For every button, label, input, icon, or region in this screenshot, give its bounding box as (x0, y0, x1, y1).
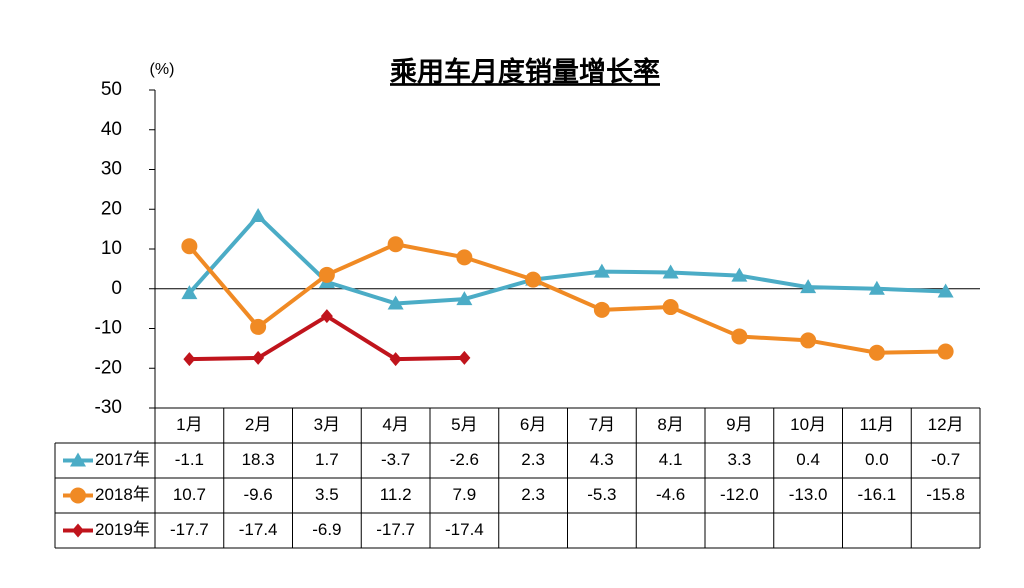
point (389, 352, 402, 367)
table-value: -17.4 (445, 520, 484, 539)
point (937, 283, 954, 298)
series-line (187, 242, 946, 355)
legend-label: 2019年 (95, 520, 150, 539)
table-value: -17.7 (376, 520, 415, 539)
point (181, 238, 198, 255)
y-tick-label: 10 (101, 238, 122, 259)
y-tick-label: 20 (101, 198, 122, 219)
legend-marker (70, 487, 86, 504)
table-value: 3.3 (728, 450, 752, 469)
table-value: -2.6 (450, 450, 479, 469)
y-tick-label: 50 (101, 79, 122, 100)
x-tick-label: 1月 (176, 415, 202, 434)
x-tick-label: 2月 (245, 415, 271, 434)
chart-title: 乘用车月度销量增长率 (389, 56, 660, 87)
table-value: 2.3 (521, 450, 545, 469)
point (181, 285, 198, 300)
table-value: 18.3 (242, 450, 275, 469)
y-tick-label: -20 (95, 357, 122, 378)
point (525, 271, 542, 288)
table-value: 0.0 (865, 450, 889, 469)
table-value: 2.3 (521, 485, 545, 504)
x-tick-label: 6月 (520, 415, 546, 434)
point (731, 267, 748, 282)
point (662, 264, 679, 279)
point (250, 208, 267, 223)
y-tick-label: 30 (101, 159, 122, 180)
table-value: -4.6 (656, 485, 685, 504)
x-tick-label: 5月 (451, 415, 477, 434)
point (937, 343, 954, 360)
table-value: -17.4 (239, 520, 278, 539)
table-value: -12.0 (720, 485, 759, 504)
x-tick-label: 7月 (589, 415, 615, 434)
point (800, 279, 817, 294)
x-tick-label: 4月 (382, 415, 408, 434)
x-tick-label: 9月 (726, 415, 752, 434)
point (456, 291, 473, 306)
point (731, 328, 748, 345)
point (387, 236, 404, 253)
point (868, 280, 885, 295)
x-tick-label: 10月 (790, 415, 826, 434)
y-tick-label: 0 (111, 278, 122, 299)
y-tick-label: 40 (101, 119, 122, 140)
point (183, 352, 196, 367)
point (320, 309, 333, 324)
legend-label: 2017年 (95, 450, 150, 469)
y-tick-label: -30 (95, 397, 122, 418)
y-tick-label: -10 (95, 318, 122, 339)
point (252, 350, 265, 365)
legend-marker (72, 523, 84, 538)
point (456, 249, 473, 266)
table-value: 3.5 (315, 485, 339, 504)
point (387, 295, 404, 310)
table-value: -5.3 (587, 485, 616, 504)
table-value: -0.7 (931, 450, 960, 469)
x-tick-label: 12月 (928, 415, 964, 434)
table-value: 1.7 (315, 450, 339, 469)
table-value: -9.6 (243, 485, 272, 504)
point (800, 332, 817, 349)
x-tick-label: 3月 (314, 415, 340, 434)
table-value: 4.3 (590, 450, 614, 469)
x-tick-label: 8月 (657, 415, 683, 434)
table-value: 0.4 (796, 450, 820, 469)
point (593, 301, 610, 318)
point (593, 263, 610, 278)
series-line (187, 214, 946, 306)
table-value: -15.8 (926, 485, 965, 504)
x-tick-label: 11月 (860, 415, 895, 434)
point (318, 266, 335, 283)
legend-marker (70, 452, 86, 467)
table-value: -1.1 (175, 450, 204, 469)
table-value: 10.7 (173, 485, 206, 504)
table-value: 7.9 (453, 485, 477, 504)
table-value: 11.2 (380, 485, 412, 504)
table-value: -3.7 (381, 450, 410, 469)
point (662, 299, 679, 316)
table-value: -16.1 (858, 485, 897, 504)
legend-label: 2018年 (95, 485, 150, 504)
table-value: -17.7 (170, 520, 209, 539)
point (458, 350, 471, 365)
table-value: 4.1 (659, 450, 683, 469)
point (250, 318, 267, 335)
point (868, 344, 885, 361)
table-value: -13.0 (789, 485, 828, 504)
y-axis-label: (%) (150, 61, 175, 78)
table-value: -6.9 (312, 520, 341, 539)
